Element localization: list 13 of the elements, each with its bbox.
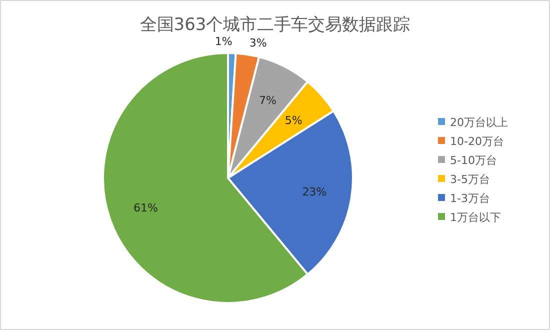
legend-label: 5-10万台 <box>450 154 497 167</box>
legend-label: 20万台以上 <box>450 116 508 129</box>
data-label: 61% <box>133 201 158 214</box>
legend-label: 1万台以下 <box>450 210 501 224</box>
data-label: 7% <box>259 94 276 107</box>
data-label: 1% <box>214 34 232 48</box>
data-label: 23% <box>302 186 327 199</box>
legend-label: 1-3万台 <box>450 192 490 205</box>
legend-label: 10-20万台 <box>450 134 504 148</box>
data-label: 3% <box>249 36 267 50</box>
chart-title: 全国363个城市二手车交易数据跟踪 <box>140 15 410 35</box>
legend-label: 3-5万台 <box>450 172 490 186</box>
data-label: 5% <box>284 114 302 127</box>
